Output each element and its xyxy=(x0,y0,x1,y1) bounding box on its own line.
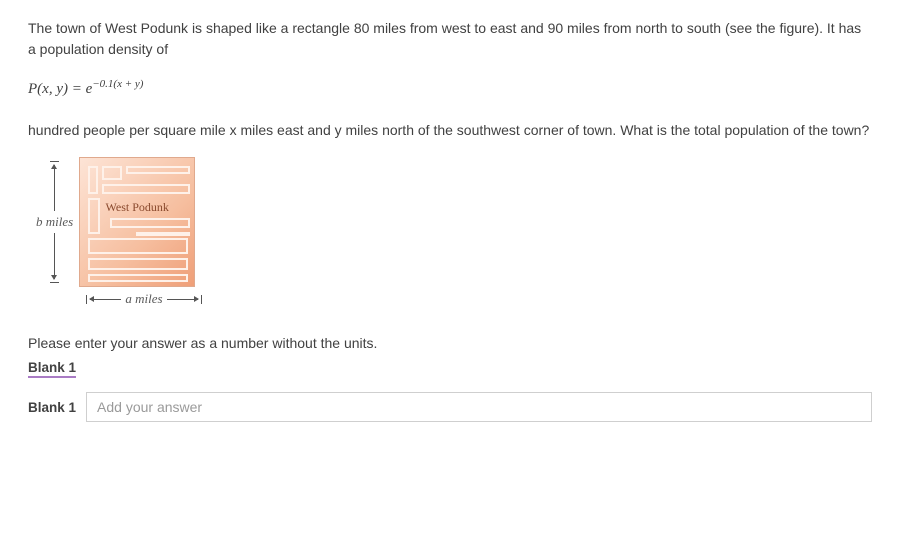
v-axis-label: b miles xyxy=(36,214,73,230)
town-block xyxy=(88,258,188,270)
town-block xyxy=(110,218,190,228)
answer-input[interactable] xyxy=(86,392,872,422)
arrow-down-icon xyxy=(54,233,55,279)
town-block xyxy=(136,232,190,236)
vertical-axis: b miles xyxy=(36,162,73,282)
town-block xyxy=(88,198,100,234)
h-axis-label: a miles xyxy=(125,291,162,307)
answer-field-label: Blank 1 xyxy=(28,400,76,415)
blank-label: Blank 1 xyxy=(28,360,76,378)
town-block xyxy=(102,166,122,180)
town-block xyxy=(102,184,190,194)
density-formula: P(x, y) = e−0.1(x + y) xyxy=(28,78,872,98)
horizontal-axis: a miles xyxy=(86,291,202,307)
arrow-left-icon xyxy=(90,299,121,300)
formula-exponent: −0.1(x + y) xyxy=(92,78,143,90)
figure: b miles West Podunk a miles xyxy=(36,157,872,307)
town-block xyxy=(88,166,98,194)
town-map: West Podunk xyxy=(79,157,195,287)
problem-paragraph-1: The town of West Podunk is shaped like a… xyxy=(28,18,872,60)
problem-paragraph-2: hundred people per square mile x miles e… xyxy=(28,120,872,141)
answer-row: Blank 1 xyxy=(28,392,872,422)
arrow-right-icon xyxy=(167,299,198,300)
formula-lhs: P(x, y) = e xyxy=(28,81,92,97)
answer-instruction: Please enter your answer as a number wit… xyxy=(28,333,872,354)
arrow-up-icon xyxy=(54,165,55,211)
town-block xyxy=(126,166,190,174)
town-block xyxy=(88,274,188,282)
town-block xyxy=(88,238,188,254)
